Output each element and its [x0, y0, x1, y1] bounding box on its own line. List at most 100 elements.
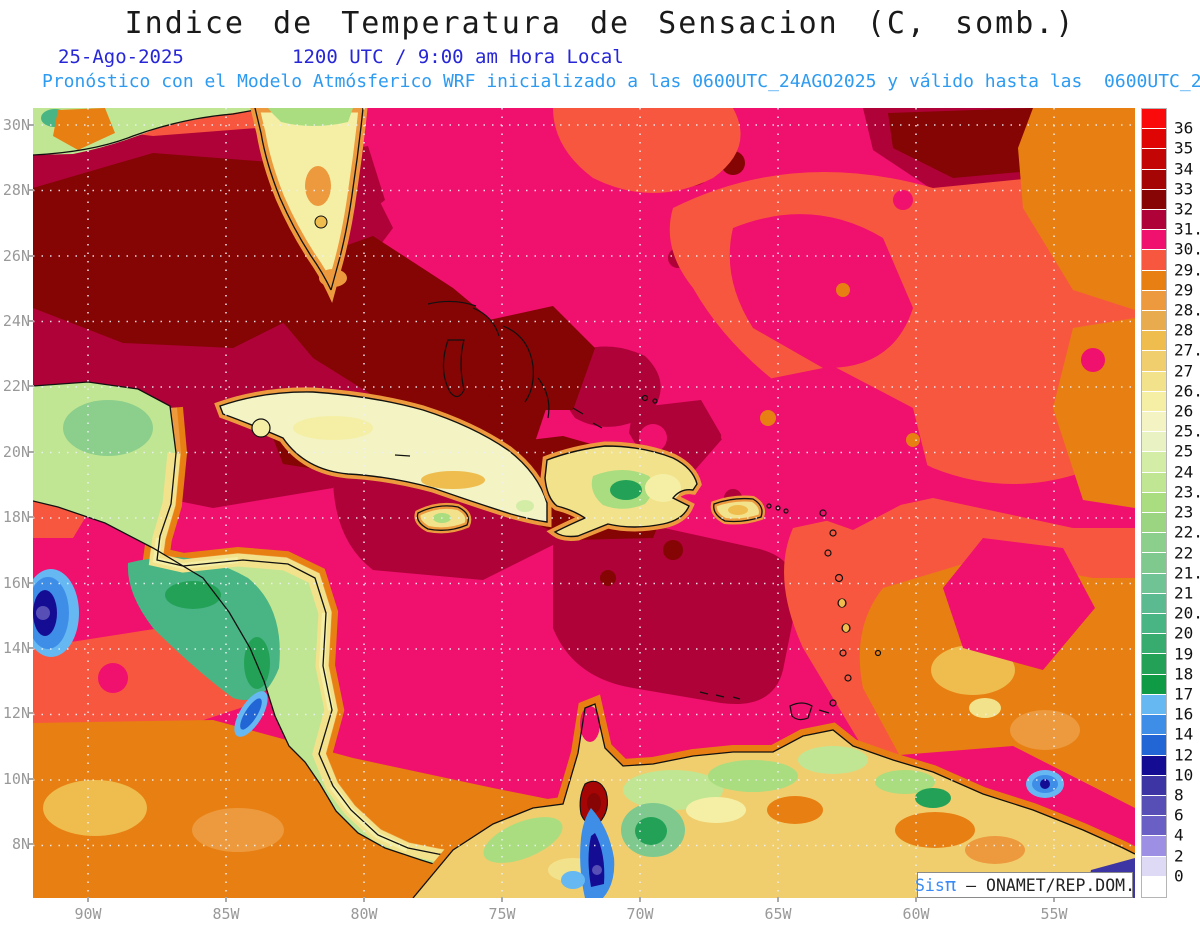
legend-cell-25: [1142, 614, 1166, 635]
legend-cell-21: [1142, 533, 1166, 554]
legend-label-0: 0: [1174, 866, 1184, 886]
legend-label-29: 29: [1174, 280, 1194, 300]
legend-label-16: 16: [1174, 704, 1194, 724]
legend-label-21.5: 21.5: [1174, 563, 1200, 583]
legend-cell-9: [1142, 290, 1166, 312]
legend-label-18: 18: [1174, 664, 1194, 684]
lat-label-8N: 8N: [11, 834, 30, 853]
legend-label-28: 28: [1174, 320, 1194, 340]
legend-label-14: 14: [1174, 724, 1194, 744]
lat-tick: [29, 450, 34, 453]
legend-cell-10: [1142, 311, 1166, 332]
lon-tick: [639, 897, 641, 902]
lat-label-16N: 16N: [2, 573, 30, 592]
lat-tick: [29, 712, 34, 715]
legend-cell-20: [1142, 513, 1166, 534]
legend-label-4: 4: [1174, 825, 1184, 845]
legend-label-25: 25: [1174, 441, 1194, 461]
lon-label-90W: 90W: [74, 905, 102, 923]
branding-box: Sis π – ONAMET/REP.DOM.: [914, 872, 1135, 898]
lat-label-18N: 18N: [2, 508, 30, 527]
legend-label-12: 12: [1174, 745, 1194, 765]
legend-colorbar: [1141, 108, 1167, 898]
legend-cell-32: [1142, 755, 1166, 776]
lon-tick: [87, 897, 89, 902]
legend-cell-28: [1142, 674, 1166, 695]
forecast-date: 25-Ago-2025: [58, 46, 184, 68]
legend-label-25.5: 25.5: [1174, 421, 1200, 441]
lon-label-55W: 55W: [1040, 905, 1068, 923]
lat-label-28N: 28N: [2, 181, 30, 200]
legend-label-20.5: 20.5: [1174, 603, 1200, 623]
lat-label-20N: 20N: [2, 442, 30, 461]
legend-label-33: 33: [1174, 179, 1194, 199]
legend-label-32: 32: [1174, 199, 1194, 219]
lon-tick: [777, 897, 779, 902]
legend-label-30.7: 30.7: [1174, 239, 1200, 259]
lat-label-26N: 26N: [2, 246, 30, 265]
legend-cell-5: [1142, 210, 1166, 231]
legend-cell-24: [1142, 593, 1166, 615]
lon-tick: [225, 897, 227, 902]
lat-tick: [29, 124, 34, 126]
lon-label-80W: 80W: [350, 905, 378, 923]
legend-cell-31: [1142, 735, 1166, 756]
legend-cell-36: [1142, 836, 1166, 857]
legend-cell-38: [1142, 876, 1166, 897]
legend-cell-3: [1142, 169, 1166, 190]
legend-cell-13: [1142, 371, 1166, 392]
lat-tick: [29, 385, 34, 388]
legend-label-27: 27: [1174, 361, 1194, 381]
legend-cell-37: [1142, 856, 1166, 877]
lat-label-30N: 30N: [2, 116, 30, 134]
legend-cell-11: [1142, 331, 1166, 352]
legend-cell-23: [1142, 573, 1166, 594]
lat-label-24N: 24N: [2, 312, 30, 331]
legend-cell-27: [1142, 654, 1166, 675]
legend-label-35: 35: [1174, 138, 1194, 158]
lat-label-10N: 10N: [2, 769, 30, 788]
legend-label-20: 20: [1174, 623, 1194, 643]
lat-tick: [29, 646, 34, 649]
lat-tick: [29, 189, 34, 192]
legend-cell-30: [1142, 715, 1166, 736]
legend-cell-34: [1142, 795, 1166, 817]
legend-cell-12: [1142, 351, 1166, 372]
legend-label-22.5: 22.5: [1174, 522, 1200, 542]
lon-tick: [915, 897, 917, 902]
legend-label-28.5: 28.5: [1174, 300, 1200, 320]
lat-tick: [29, 842, 34, 845]
lat-tick: [29, 581, 34, 584]
legend-cell-2: [1142, 149, 1166, 170]
model-note: Pronóstico con el Modelo Atmósferico WRF…: [42, 71, 1200, 92]
legend-label-26.5: 26.5: [1174, 381, 1200, 401]
lat-tick: [29, 320, 34, 323]
lat-tick: [29, 516, 34, 519]
legend-label-8: 8: [1174, 785, 1184, 805]
legend-label-19: 19: [1174, 644, 1194, 664]
legend-label-6: 6: [1174, 805, 1184, 825]
lat-tick: [29, 777, 34, 780]
legend-label-26: 26: [1174, 401, 1194, 421]
lat-tick: [29, 254, 34, 257]
legend-cell-6: [1142, 230, 1166, 251]
brand-sis: Sis: [914, 875, 945, 895]
lon-tick: [501, 897, 503, 902]
heat-index-map: [23, 103, 1142, 905]
brand-pi-symbol: π: [944, 874, 957, 896]
legend-label-2: 2: [1174, 846, 1184, 866]
legend-cell-4: [1142, 189, 1166, 211]
legend-label-10: 10: [1174, 765, 1194, 785]
legend-label-31.5: 31.5: [1174, 219, 1200, 239]
legend-cell-16: [1142, 432, 1166, 453]
page-title: Indice de Temperatura de Sensacion (C, s…: [124, 6, 1076, 41]
legend-cell-14: [1142, 391, 1166, 413]
legend-cell-35: [1142, 816, 1166, 837]
legend-cell-26: [1142, 634, 1166, 655]
legend-cell-19: [1142, 492, 1166, 514]
lon-tick: [1053, 897, 1055, 902]
lat-label-14N: 14N: [2, 638, 30, 657]
legend-cell-18: [1142, 472, 1166, 493]
lon-label-70W: 70W: [626, 905, 654, 923]
